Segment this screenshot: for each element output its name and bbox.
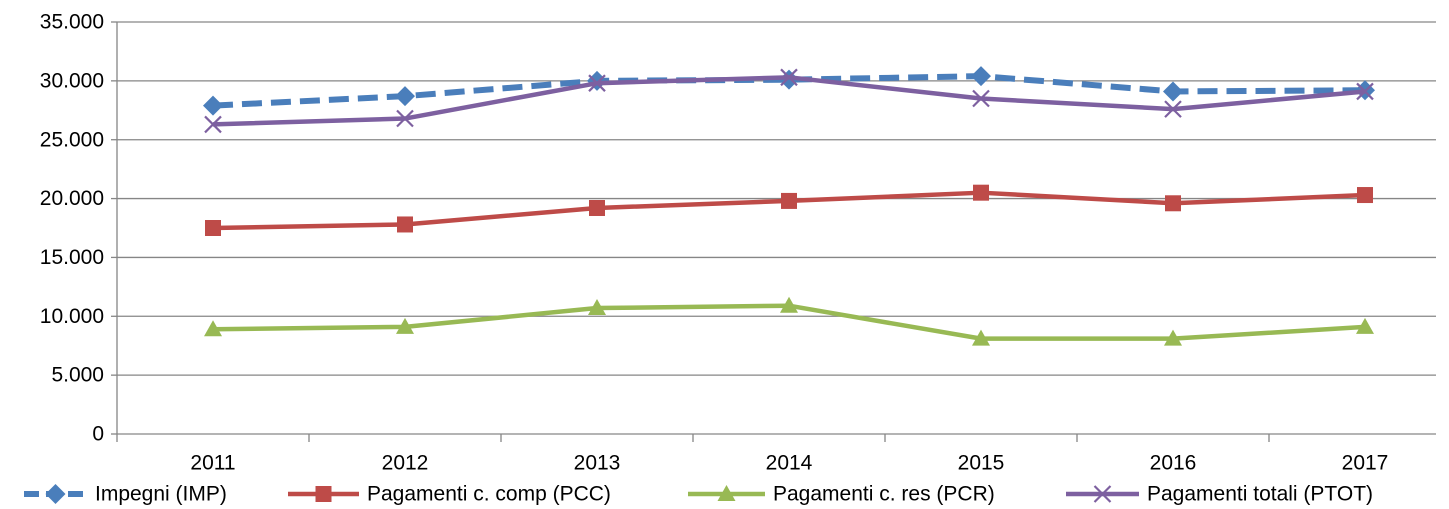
y-tick-label: 10.000	[40, 305, 104, 328]
x-tick-label: 2013	[574, 452, 621, 475]
data-point	[204, 320, 222, 337]
x-tick-label: 2011	[190, 452, 235, 475]
y-tick-label: 0	[92, 423, 104, 446]
data-point	[395, 86, 415, 107]
data-point	[396, 109, 414, 128]
data-point	[397, 216, 413, 233]
legend-marker	[315, 486, 332, 502]
legend-marker	[45, 484, 66, 504]
data-point	[588, 299, 606, 316]
y-tick-label: 35.000	[40, 11, 104, 34]
data-point	[589, 199, 605, 216]
data-point	[781, 192, 797, 209]
legend-marker	[717, 485, 736, 501]
x-tick-label: 2017	[1342, 452, 1389, 475]
y-tick-label: 20.000	[40, 187, 104, 210]
data-point	[1356, 82, 1374, 101]
legend-label: Impegni (IMP)	[95, 483, 227, 506]
data-point	[205, 220, 221, 236]
data-point	[203, 95, 223, 116]
y-tick-label: 5.000	[51, 364, 104, 387]
data-point	[779, 69, 799, 90]
legend-label: Pagamenti totali (PTOT)	[1147, 483, 1373, 506]
data-point	[1164, 100, 1182, 118]
y-tick-label: 15.000	[40, 246, 104, 269]
data-point	[972, 89, 990, 108]
data-point	[1165, 195, 1181, 212]
data-point	[780, 296, 798, 313]
data-point	[588, 74, 606, 92]
data-point	[1163, 81, 1183, 102]
y-tick-label: 30.000	[40, 69, 104, 92]
data-point	[780, 68, 798, 87]
data-point	[972, 329, 990, 346]
x-tick-label: 2014	[766, 452, 813, 475]
data-point	[973, 184, 989, 201]
data-point	[1164, 329, 1182, 346]
legend-label: Pagamenti c. comp (PCC)	[367, 483, 611, 506]
data-point	[1356, 317, 1374, 334]
legend-label: Pagamenti c. res (PCR)	[773, 483, 995, 506]
data-point	[971, 66, 991, 87]
x-tick-label: 2012	[382, 452, 429, 475]
x-tick-label: 2016	[1150, 452, 1197, 475]
y-tick-label: 25.000	[40, 128, 104, 151]
legend-marker	[1093, 485, 1112, 503]
data-point	[1357, 187, 1373, 204]
data-point	[204, 115, 222, 134]
data-point	[396, 317, 414, 334]
x-tick-label: 2015	[958, 452, 1005, 475]
